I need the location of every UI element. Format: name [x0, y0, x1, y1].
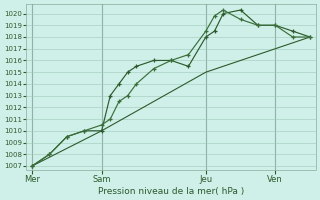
X-axis label: Pression niveau de la mer( hPa ): Pression niveau de la mer( hPa )	[98, 187, 244, 196]
